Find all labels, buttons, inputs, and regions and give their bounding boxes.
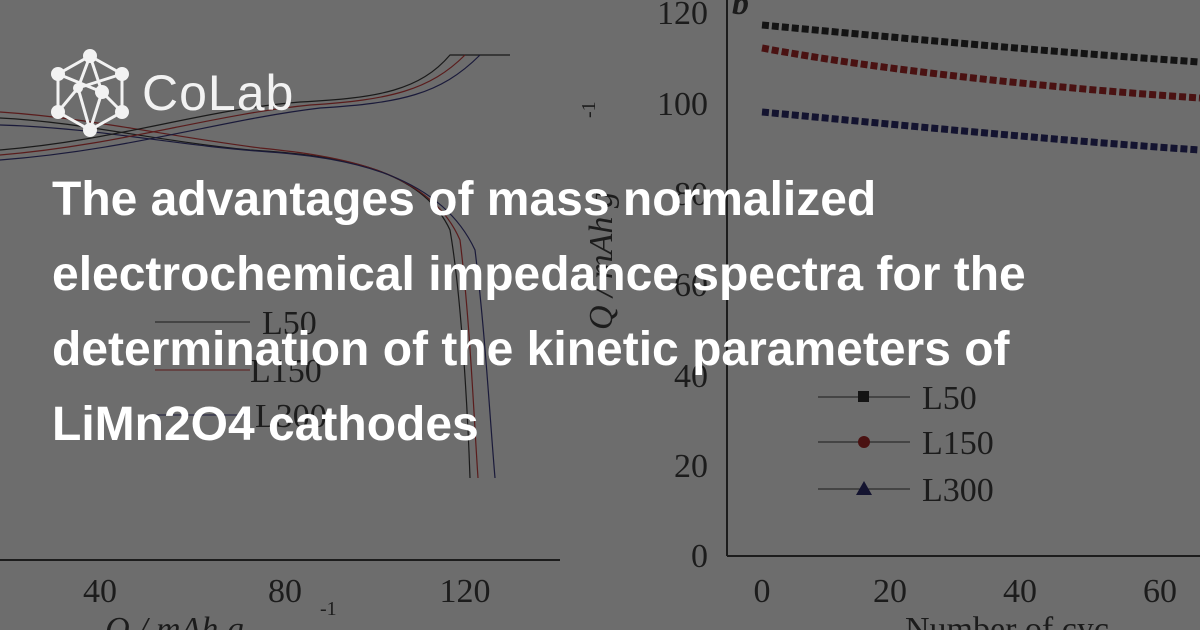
- x-axis-label: Number of cyc: [905, 611, 1109, 630]
- y-tick-label: 60: [674, 267, 708, 304]
- panel-label: b: [732, 0, 749, 22]
- y-tick-label: 100: [657, 86, 708, 123]
- logo-icon: [51, 49, 129, 137]
- logo: CoLab: [48, 48, 294, 138]
- x-tick-label: 80: [268, 573, 302, 610]
- legend-label: L150: [250, 353, 322, 390]
- legend-label: L50: [922, 380, 977, 417]
- legend-label: L150: [922, 425, 994, 462]
- x-tick-label: 120: [440, 573, 491, 610]
- legend-marker: [856, 481, 872, 495]
- right-series: [761, 21, 1200, 154]
- x-tick-label: 40: [1003, 573, 1037, 610]
- x-axis-label-sup: -1: [320, 598, 337, 620]
- y-tick-label: 80: [674, 176, 708, 213]
- x-axis-label: Q / mAh g: [105, 611, 244, 630]
- x-tick-label: 40: [83, 573, 117, 610]
- y-tick-label: 20: [674, 448, 708, 485]
- y-tick-label: 120: [657, 0, 708, 32]
- x-tick-label: 20: [873, 573, 907, 610]
- legend-label: L300: [255, 398, 327, 435]
- y-axis-label-sup: -1: [578, 101, 600, 118]
- legend-label: L300: [922, 472, 994, 509]
- title: The advantages of mass normalized electr…: [52, 173, 1026, 451]
- left-curves: [0, 54, 510, 479]
- x-tick-label: 0: [754, 573, 771, 610]
- y-axis-label: Q / mAh g: [583, 191, 620, 330]
- legend-label: L50: [262, 305, 317, 342]
- legend-marker: [858, 436, 870, 448]
- x-tick-label: 60: [1143, 573, 1177, 610]
- y-tick-label: 40: [674, 358, 708, 395]
- logo-text: CoLab: [142, 65, 295, 121]
- y-tick-label: 0: [691, 538, 708, 575]
- legend-marker: [858, 391, 869, 402]
